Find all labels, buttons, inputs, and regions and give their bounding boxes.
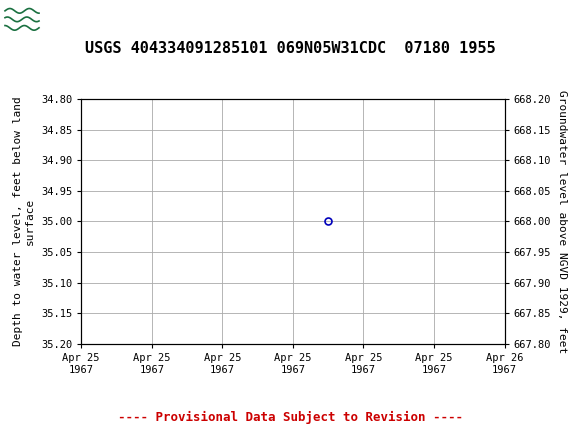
Y-axis label: Groundwater level above NGVD 1929, feet: Groundwater level above NGVD 1929, feet	[557, 90, 567, 353]
Bar	[4, 3, 40, 36]
Text: USGS: USGS	[46, 10, 102, 28]
Text: ---- Provisional Data Subject to Revision ----: ---- Provisional Data Subject to Revisio…	[118, 411, 462, 424]
Y-axis label: Depth to water level, feet below land
surface: Depth to water level, feet below land su…	[13, 97, 35, 346]
Text: USGS 404334091285101 069N05W31CDC  07180 1955: USGS 404334091285101 069N05W31CDC 07180 …	[85, 41, 495, 56]
